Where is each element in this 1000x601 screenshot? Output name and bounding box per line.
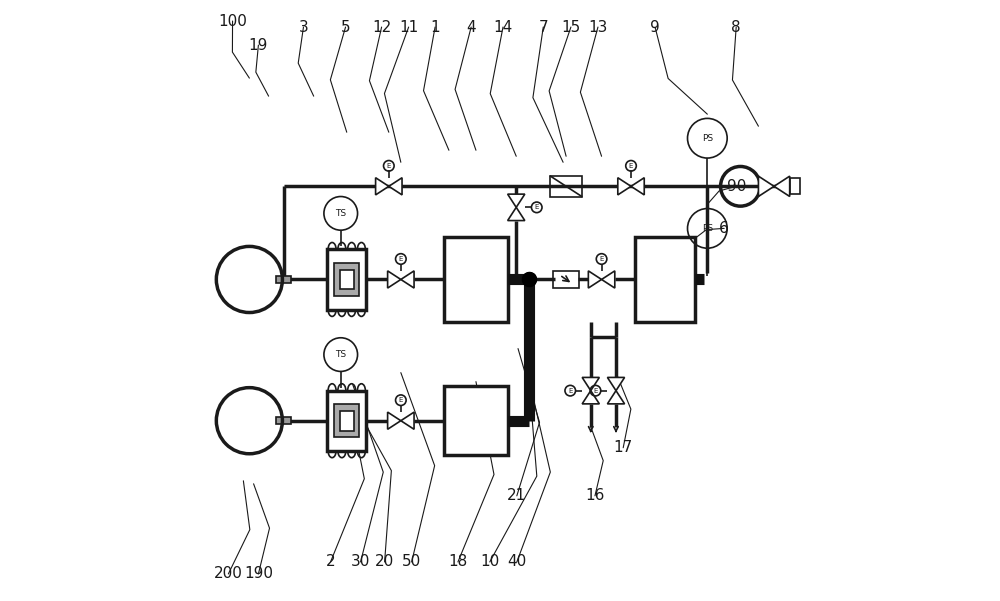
Text: E: E [535, 204, 539, 210]
Bar [444, 237, 508, 322]
Polygon shape [774, 176, 790, 197]
Polygon shape [602, 271, 615, 288]
Text: E: E [629, 163, 633, 169]
Polygon shape [389, 178, 402, 195]
Polygon shape [582, 377, 599, 391]
Text: 15: 15 [561, 20, 581, 34]
Text: 18: 18 [448, 555, 468, 569]
Polygon shape [582, 391, 599, 404]
Text: PS: PS [702, 134, 713, 142]
Text: E: E [399, 256, 403, 262]
Text: 40: 40 [507, 555, 526, 569]
Text: 50: 50 [402, 555, 421, 569]
Bar [327, 391, 366, 451]
Text: 14: 14 [493, 20, 513, 34]
Polygon shape [508, 207, 525, 221]
Polygon shape [618, 178, 631, 195]
Text: E: E [387, 163, 391, 169]
Text: 21: 21 [507, 489, 526, 503]
Text: E: E [593, 388, 598, 394]
Bar [340, 269, 354, 289]
Text: 5: 5 [341, 20, 350, 34]
Text: 16: 16 [585, 489, 605, 503]
Text: 1: 1 [430, 20, 440, 34]
Text: 19: 19 [249, 38, 268, 52]
Polygon shape [588, 271, 602, 288]
Text: 8: 8 [731, 20, 741, 34]
Bar [334, 404, 359, 438]
Text: 30: 30 [351, 555, 370, 569]
Text: 11: 11 [399, 20, 418, 34]
Text: 4: 4 [466, 20, 476, 34]
Bar [334, 263, 359, 296]
Polygon shape [758, 176, 774, 197]
Text: 17: 17 [614, 441, 633, 455]
Bar [635, 237, 695, 322]
Text: 13: 13 [588, 20, 608, 34]
Bar [444, 386, 508, 456]
Text: E: E [399, 397, 403, 403]
Text: 10: 10 [480, 555, 499, 569]
Bar [340, 411, 354, 430]
Polygon shape [631, 178, 644, 195]
Text: 190: 190 [244, 567, 273, 581]
Bar [553, 271, 579, 288]
Text: PS: PS [702, 224, 713, 233]
Bar [327, 249, 366, 310]
Bar [276, 276, 291, 283]
Text: TS: TS [335, 209, 346, 218]
Text: TS: TS [335, 350, 346, 359]
Polygon shape [376, 178, 389, 195]
Bar [550, 175, 582, 197]
Text: 12: 12 [372, 20, 391, 34]
Text: 9: 9 [650, 20, 660, 34]
Text: E: E [599, 256, 604, 262]
Polygon shape [388, 271, 401, 288]
Bar [276, 417, 291, 424]
Text: 7: 7 [538, 20, 548, 34]
Polygon shape [607, 377, 625, 391]
Text: 6: 6 [719, 221, 729, 236]
Polygon shape [401, 271, 414, 288]
Text: 100: 100 [218, 14, 247, 28]
Text: 3: 3 [299, 20, 308, 34]
Polygon shape [388, 412, 401, 429]
Polygon shape [607, 391, 625, 404]
Bar [790, 178, 800, 194]
Text: 200: 200 [214, 567, 243, 581]
Text: E: E [568, 388, 572, 394]
Polygon shape [508, 194, 525, 207]
Text: 2: 2 [326, 555, 335, 569]
Text: 20: 20 [375, 555, 394, 569]
Text: 90: 90 [727, 179, 746, 194]
Polygon shape [401, 412, 414, 429]
